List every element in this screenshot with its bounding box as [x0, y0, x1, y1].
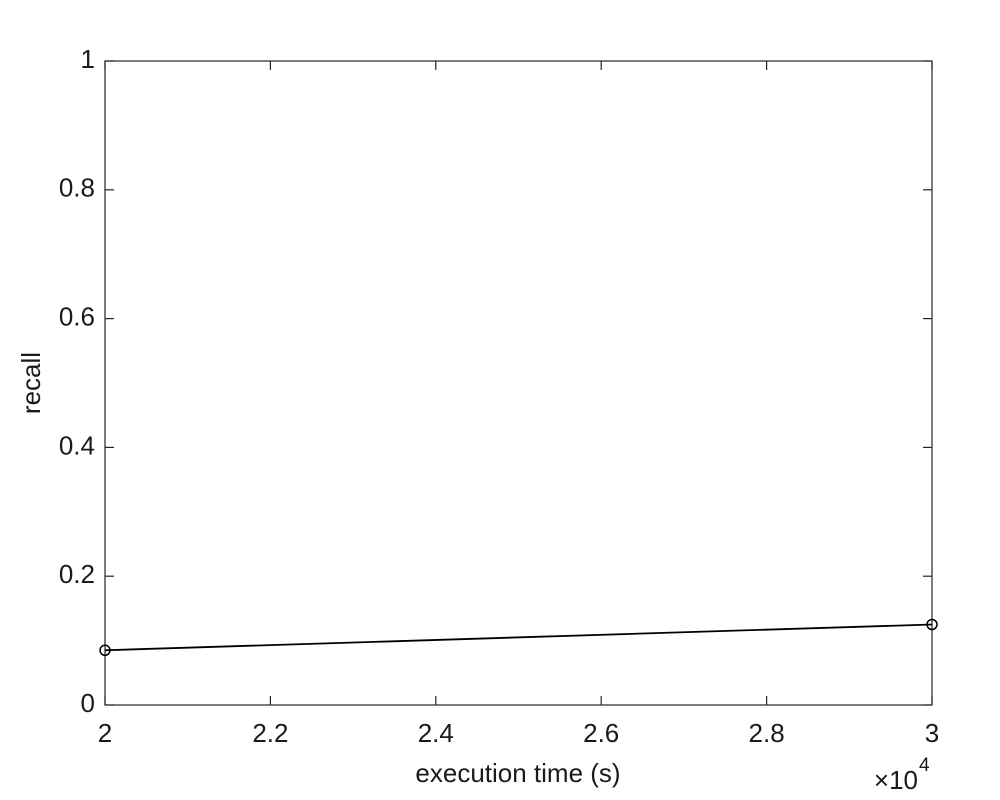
- marker: [99, 644, 111, 657]
- x-multiplier-exponent: 4: [919, 755, 930, 776]
- x-tick-label: 2: [98, 718, 112, 748]
- y-axis-label: recall: [16, 352, 46, 414]
- line: [104, 623, 933, 652]
- x-tick-label: 2.6: [583, 718, 619, 748]
- y-tick-label: 0: [81, 688, 95, 718]
- x-tick-label: 3: [925, 718, 939, 748]
- x-multiplier: ×10: [874, 765, 918, 795]
- y-tick-label: 0.8: [59, 173, 95, 203]
- y-tick-label: 0.2: [59, 559, 95, 589]
- x-tick-label: 2.4: [418, 718, 454, 748]
- y-tick-label: 1: [81, 44, 95, 74]
- plot-frame: [104, 60, 933, 706]
- x-axis-label: execution time (s): [415, 758, 620, 788]
- marker: [926, 618, 938, 631]
- x-tick-label: 2.2: [252, 718, 288, 748]
- y-tick-label: 0.6: [59, 301, 95, 331]
- y-tick-label: 0.4: [59, 430, 95, 460]
- x-tick-label: 2.8: [749, 718, 785, 748]
